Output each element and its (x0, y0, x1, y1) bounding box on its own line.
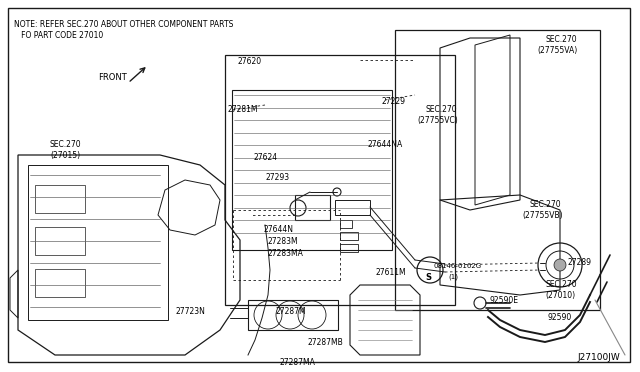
Text: SEC.270: SEC.270 (545, 280, 577, 289)
Bar (248, 300, 338, 330)
Text: 27283M: 27283M (267, 237, 298, 246)
Bar (395, 30, 600, 310)
Bar (340, 244, 358, 252)
Bar (340, 220, 352, 228)
Text: SEC.270: SEC.270 (425, 105, 456, 114)
Text: 27644NA: 27644NA (368, 140, 403, 149)
Bar (35, 227, 85, 255)
Text: 27287M: 27287M (276, 307, 307, 316)
Text: 27229: 27229 (382, 97, 406, 106)
Text: 27289: 27289 (568, 258, 592, 267)
Text: FRONT: FRONT (98, 73, 127, 81)
Text: (27010): (27010) (545, 291, 575, 300)
Bar (295, 195, 330, 220)
Text: 92590: 92590 (548, 313, 572, 322)
Text: NOTE: REFER SEC.270 ABOUT OTHER COMPONENT PARTS: NOTE: REFER SEC.270 ABOUT OTHER COMPONEN… (14, 20, 234, 29)
Text: (27015): (27015) (50, 151, 80, 160)
Text: 92590E: 92590E (490, 296, 519, 305)
Circle shape (554, 259, 566, 271)
Text: S: S (425, 273, 431, 282)
Text: (27755VC): (27755VC) (417, 116, 458, 125)
Bar (35, 269, 85, 297)
Text: SEC.270: SEC.270 (50, 140, 82, 149)
Bar (232, 90, 392, 250)
Text: (27755VA): (27755VA) (537, 46, 577, 55)
Text: 27281M: 27281M (228, 105, 259, 114)
Text: 27620: 27620 (237, 57, 261, 66)
Text: 27283MA: 27283MA (267, 249, 303, 258)
Text: FO PART CODE 27010: FO PART CODE 27010 (14, 31, 103, 40)
Text: 27624: 27624 (254, 153, 278, 162)
Text: 27293: 27293 (265, 173, 289, 182)
Bar (35, 185, 85, 213)
Text: (27755VB): (27755VB) (522, 211, 563, 220)
Text: 27287MB: 27287MB (308, 338, 344, 347)
Bar (28, 165, 168, 320)
Text: J27100JW: J27100JW (577, 353, 620, 362)
Text: SEC.270: SEC.270 (545, 35, 577, 44)
Bar (225, 55, 455, 305)
Text: 27611M: 27611M (375, 268, 406, 277)
Text: 08146-6162G: 08146-6162G (434, 263, 482, 269)
Text: 27723N: 27723N (175, 307, 205, 316)
Bar (340, 232, 358, 240)
Text: 27287MA: 27287MA (280, 358, 316, 367)
Text: SEC.270: SEC.270 (530, 200, 562, 209)
Text: (1): (1) (448, 274, 458, 280)
Text: 27644N: 27644N (263, 225, 293, 234)
